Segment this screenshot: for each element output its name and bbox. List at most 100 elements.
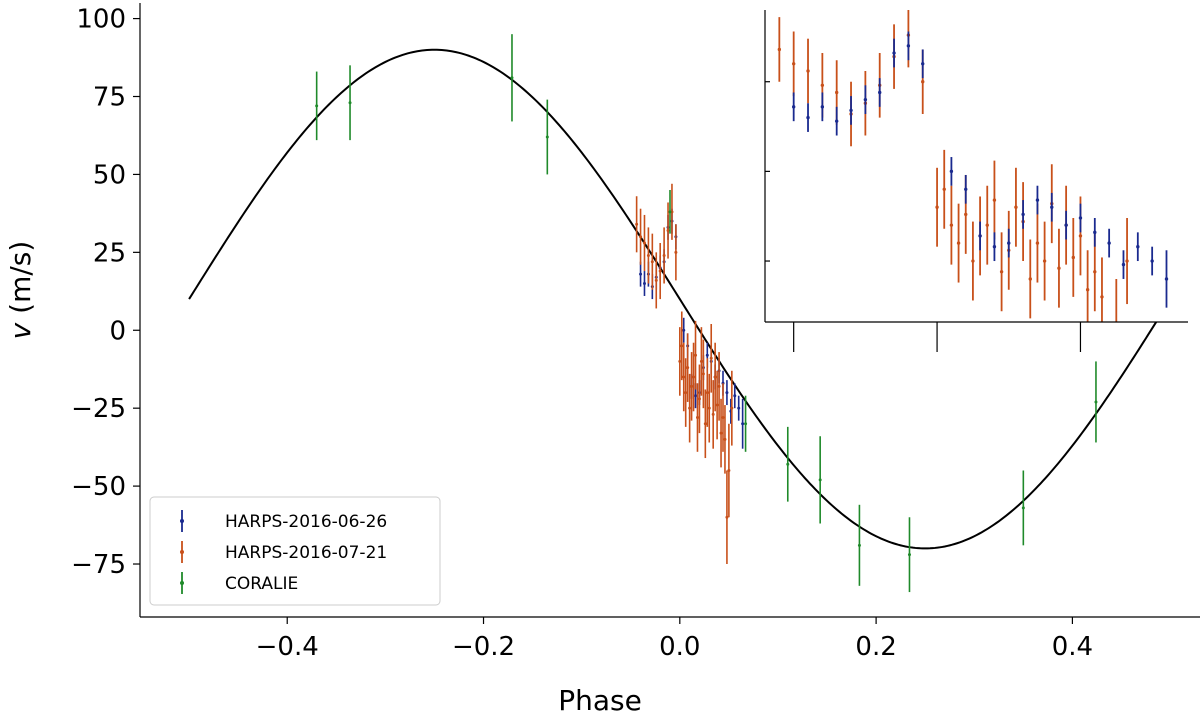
- data-point: [978, 234, 982, 238]
- data-point: [723, 437, 727, 441]
- data-point: [1125, 259, 1129, 263]
- data-point: [730, 406, 734, 410]
- data-point: [684, 391, 688, 395]
- data-point: [744, 422, 748, 426]
- data-point: [674, 250, 678, 254]
- model-curve: [188, 48, 1172, 550]
- y-axis-label: v (m/s): [4, 241, 37, 340]
- data-point: [658, 269, 662, 273]
- x-axis-label: Phase: [558, 684, 642, 714]
- data-point: [1021, 212, 1025, 217]
- inset-data: [777, 10, 1169, 388]
- data-point: [725, 391, 729, 395]
- y-tick-label: −50: [71, 472, 126, 502]
- data-point: [1042, 259, 1047, 263]
- data-point: [964, 212, 968, 217]
- data-point: [992, 244, 997, 249]
- legend-marker-dot: [180, 519, 184, 523]
- data-point: [686, 366, 690, 370]
- data-point: [678, 359, 682, 363]
- data-point: [921, 80, 925, 84]
- data-point: [1136, 244, 1140, 249]
- data-point: [806, 115, 810, 120]
- series-1: [635, 183, 734, 565]
- data-point: [707, 406, 711, 410]
- data-point: [857, 543, 861, 547]
- data-point: [639, 272, 643, 276]
- x-tick-label: 0.4: [1052, 632, 1093, 662]
- y-tick-label: 75: [93, 83, 126, 113]
- data-point: [697, 397, 701, 401]
- data-point: [1150, 259, 1154, 263]
- y-tick-label: −75: [71, 550, 126, 580]
- data-point: [863, 97, 868, 102]
- data-point: [705, 353, 709, 357]
- data-point: [1071, 255, 1075, 260]
- data-point: [935, 205, 939, 209]
- inset-plot: [764, 10, 1188, 388]
- data-point: [666, 229, 670, 233]
- data-point: [694, 394, 698, 398]
- legend-marker-dot: [180, 581, 184, 585]
- main-plot: [188, 34, 1172, 593]
- data-point: [639, 235, 643, 239]
- data-point: [699, 359, 703, 363]
- data-point: [806, 69, 810, 73]
- data-point: [1093, 230, 1097, 235]
- data-point: [777, 47, 782, 52]
- data-point: [820, 83, 825, 88]
- legend-label: HARPS-2016-07-21: [225, 543, 387, 563]
- data-point: [741, 422, 745, 426]
- y-tick-label: 50: [93, 160, 126, 190]
- data-point: [1035, 241, 1040, 245]
- data-point: [1007, 241, 1011, 245]
- data-point: [692, 375, 696, 379]
- series-inset-0: [791, 31, 1169, 308]
- data-point: [878, 90, 882, 95]
- data-point: [694, 353, 698, 357]
- data-point: [703, 422, 707, 426]
- data-point: [971, 259, 975, 263]
- data-point: [949, 169, 954, 174]
- data-point: [1035, 198, 1040, 202]
- x-tick-label: −0.4: [256, 632, 319, 662]
- data-point: [717, 384, 721, 388]
- data-point: [1107, 385, 1110, 388]
- x-tick-label: 0.0: [659, 632, 700, 662]
- legend-label: CORALIE: [225, 574, 298, 594]
- data-point: [992, 198, 997, 202]
- series-inset-1: [777, 10, 1129, 388]
- data-point: [921, 62, 925, 66]
- legend-box: [149, 496, 441, 606]
- data-point: [1115, 331, 1118, 334]
- data-point: [942, 187, 946, 192]
- data-point: [695, 416, 699, 420]
- legend: HARPS-2016-06-26 HARPS-2016-07-21 CORALIE: [149, 496, 441, 606]
- data-point: [849, 108, 853, 113]
- data-point: [642, 241, 646, 245]
- x-tick-label: 0.2: [855, 632, 896, 662]
- data-point: [964, 187, 968, 192]
- data-point: [820, 105, 825, 109]
- data-point: [906, 44, 911, 48]
- data-point: [635, 222, 639, 226]
- data-point: [315, 104, 319, 108]
- data-point: [1064, 223, 1068, 227]
- data-point: [791, 105, 796, 109]
- data-point: [949, 223, 954, 227]
- data-point: [907, 553, 911, 557]
- data-point: [818, 478, 822, 482]
- data-point: [1100, 295, 1104, 299]
- data-point: [1164, 277, 1169, 281]
- series-2: [315, 34, 1098, 593]
- data-point: [719, 431, 723, 435]
- data-point: [1121, 262, 1126, 267]
- data-point: [1050, 205, 1054, 209]
- data-point: [688, 406, 692, 410]
- legend-marker-dot: [180, 550, 184, 554]
- data-point: [985, 223, 989, 227]
- data-point: [834, 119, 839, 123]
- data-point: [705, 391, 709, 395]
- main-axes: −0.4 −0.2 0.0 0.2 0.4 −75 −50 −25 0 25 50 75 100 Phas…: [4, 3, 1200, 714]
